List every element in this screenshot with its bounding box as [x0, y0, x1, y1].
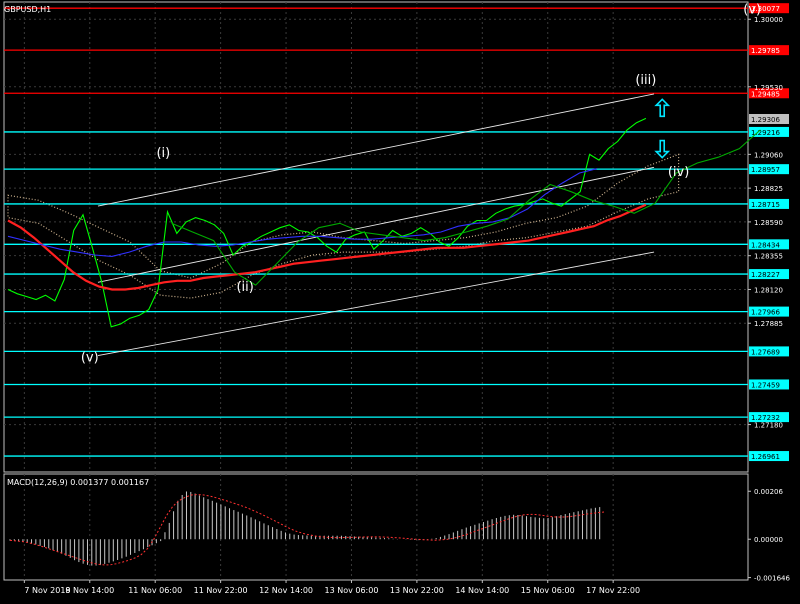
level-tag: [749, 3, 789, 14]
level-tag: [749, 306, 789, 317]
arrow-up-icon: [654, 98, 671, 118]
price-tick-label: 1.30000: [754, 16, 783, 24]
level-label: 1.26961: [751, 453, 780, 461]
annotations: (v) (i) (ii) (iii) (iv) (v): [81, 2, 761, 365]
level-tag: [749, 346, 789, 357]
current-price-label: 1.29306: [751, 116, 780, 124]
level-label: 1.29216: [751, 129, 780, 137]
price-tick-label: 1.29530: [754, 84, 783, 92]
indicator-line: [171, 129, 761, 286]
level-tag: [749, 164, 789, 175]
level-tag: [749, 451, 789, 462]
current-price-tag: [749, 113, 789, 124]
level-label: 1.30077: [751, 5, 780, 13]
price-tick-label: 1.28825: [754, 185, 783, 193]
time-label: 15 Nov 06:00: [521, 586, 575, 595]
arrow-down-icon: [654, 139, 671, 159]
level-label: 1.28434: [751, 241, 780, 249]
macd-title: MACD(12,26,9) 0.001377 0.001167: [7, 478, 149, 487]
price-tick-label: 1.28590: [754, 219, 783, 227]
wave-label: (i): [156, 146, 170, 161]
macd-tick-label: 0.00206: [754, 488, 783, 496]
price-axis: 1.30000 1.29530 1.29060 1.28825 1.28590 1.283…: [748, 16, 789, 430]
channel-line: [97, 166, 655, 283]
level-label: 1.28715: [751, 201, 780, 209]
level-tag: [749, 45, 789, 56]
time-label: 7 Nov 2019: [24, 586, 70, 595]
price-tick-label: 1.29060: [754, 151, 783, 159]
time-label: 13 Nov 22:00: [390, 586, 444, 595]
wave-label: (v): [81, 350, 99, 365]
time-label: 11 Nov 06:00: [128, 586, 182, 595]
macd-panel: MACD(12,26,9) 0.001377 0.001167 0.00206 0.…: [7, 478, 790, 583]
level-label: 1.28227: [751, 271, 780, 279]
price-tick-label: 1.27885: [754, 320, 783, 328]
macd-tick-label: 0.00000: [754, 536, 783, 544]
time-label: 8 Nov 14:00: [65, 586, 114, 595]
indicator-line: [7, 168, 597, 257]
level-label: 1.28957: [751, 166, 780, 174]
price-tick-label: 1.27180: [754, 422, 783, 430]
horizontal-levels: 1.30077 1.29785 1.29485 1.29216 1.28957 1.287…: [4, 3, 789, 462]
wave-label: (ii): [236, 280, 253, 295]
level-label: 1.29485: [751, 90, 780, 98]
channel-line: [97, 251, 655, 357]
level-label: 1.27689: [751, 348, 780, 356]
price-tick-label: 1.28355: [754, 253, 783, 261]
macd-panel-frame: [3, 473, 749, 581]
wave-label: (iv): [668, 165, 689, 180]
level-tag: [749, 412, 789, 423]
level-label: 1.27232: [751, 414, 780, 422]
time-label: 13 Nov 06:00: [324, 586, 378, 595]
time-label: 12 Nov 14:00: [259, 586, 313, 595]
price-line: [7, 117, 647, 328]
price-tick-label: 1.28120: [754, 286, 783, 294]
main-panel-frame: [3, 1, 749, 473]
time-label: 11 Nov 22:00: [194, 586, 248, 595]
wave-label: (iii): [635, 73, 656, 88]
level-label: 1.29785: [751, 47, 780, 55]
time-label: 14 Nov 14:00: [455, 586, 509, 595]
level-label: 1.27966: [751, 309, 780, 317]
level-tag: [749, 239, 789, 250]
wave-label: (v): [743, 2, 761, 17]
level-tag: [749, 269, 789, 280]
macd-signal-line: [9, 493, 605, 566]
level-tag: [749, 126, 789, 137]
level-label: 1.27459: [751, 381, 780, 389]
level-tag: [749, 88, 789, 99]
trend-channel: [97, 93, 655, 357]
channel-line: [97, 93, 655, 207]
macd-tick-label: -0.001646: [754, 575, 790, 583]
price-series: [7, 117, 761, 328]
time-label: 17 Nov 22:00: [586, 586, 640, 595]
level-tag: [749, 198, 789, 209]
level-tag: [749, 379, 789, 390]
indicator-line: [7, 203, 647, 291]
chart-title: GBPUSD,H1: [4, 5, 51, 14]
